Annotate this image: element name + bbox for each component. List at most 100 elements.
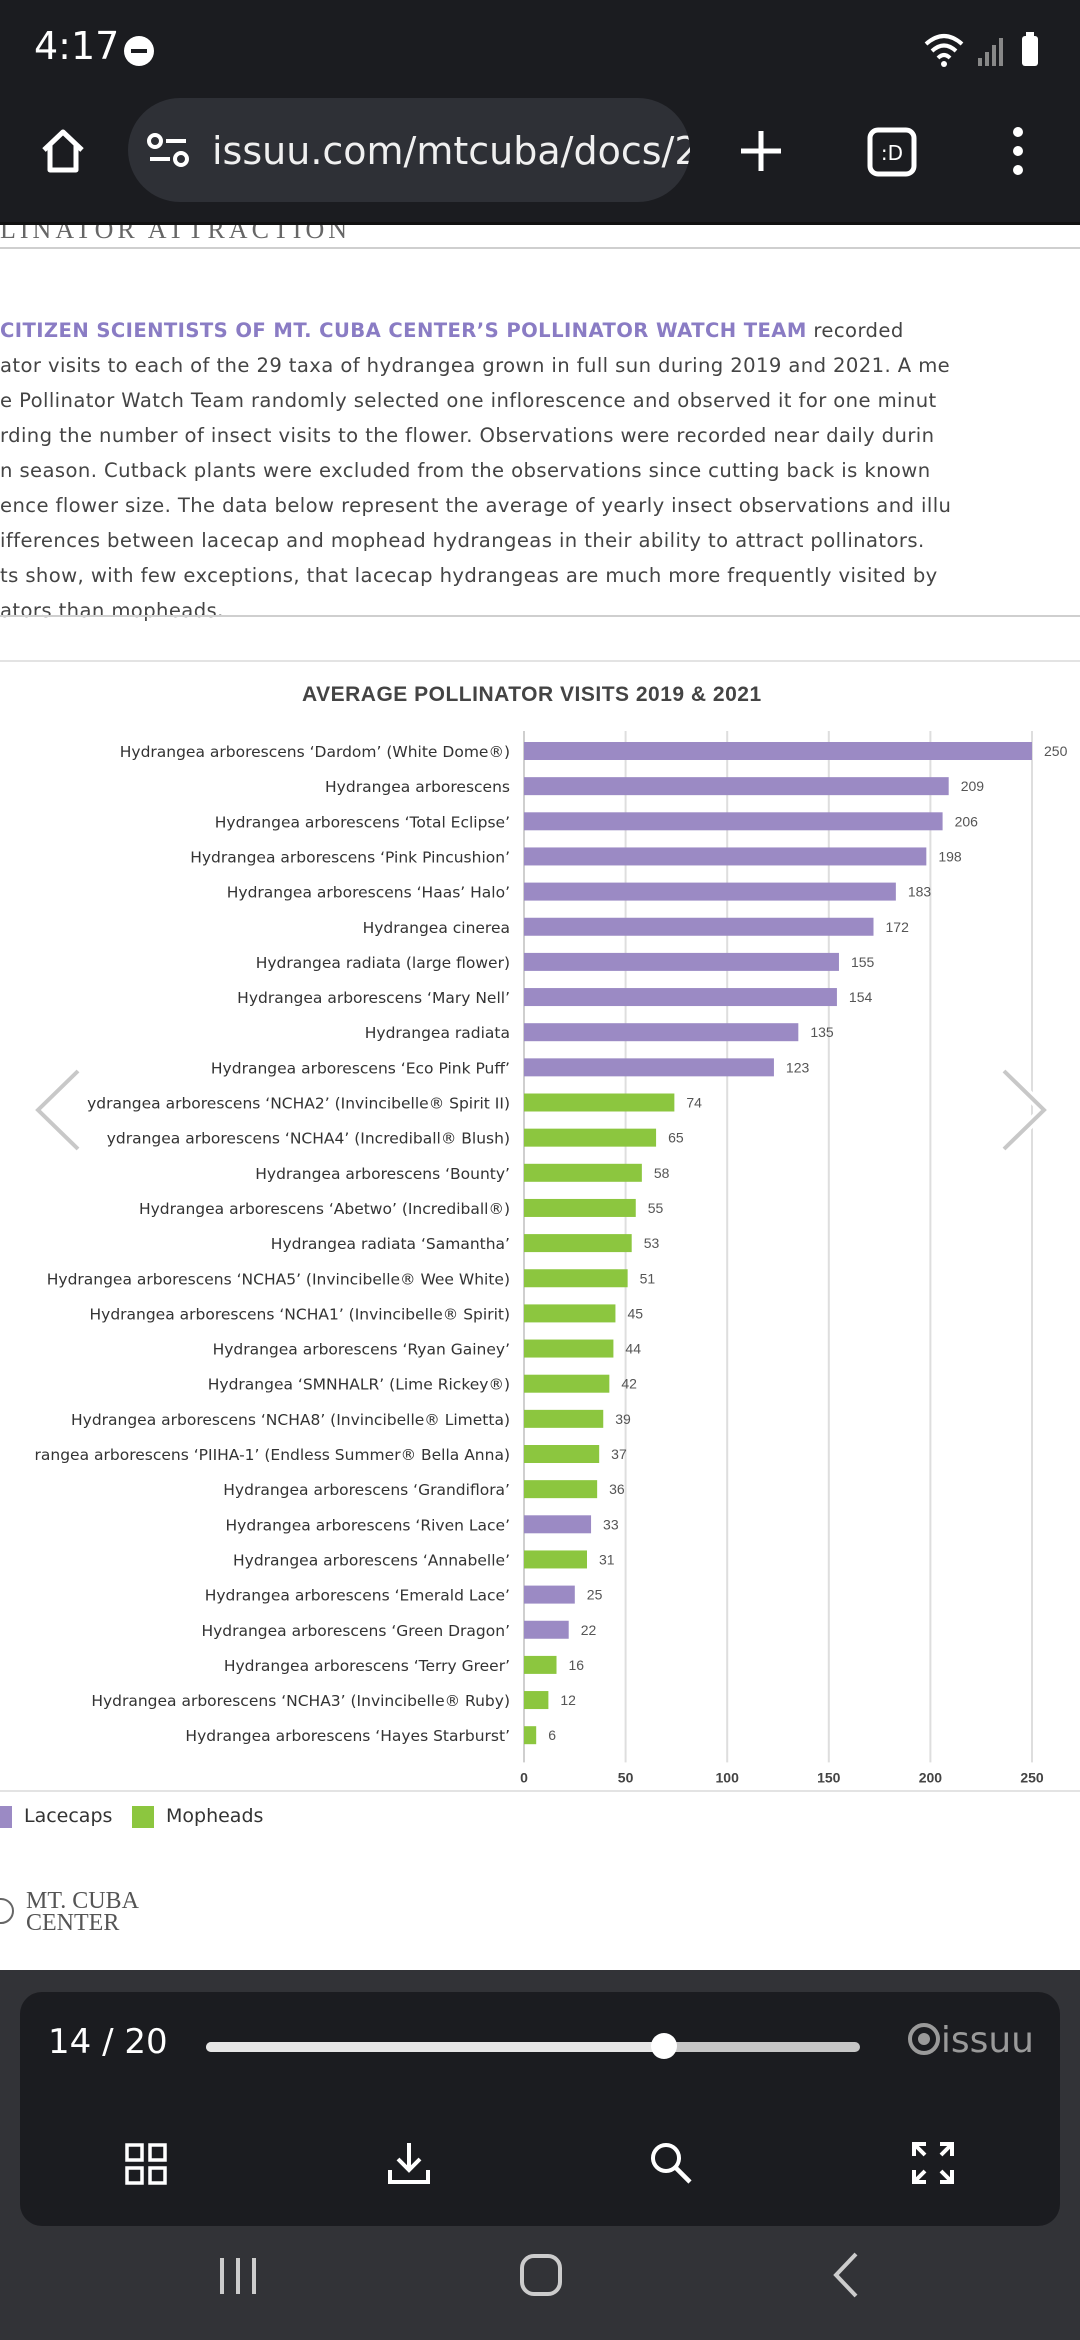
intro-lead: CITIZEN SCIENTISTS OF MT. CUBA CENTER’S …: [0, 319, 807, 342]
bar-value-label: 25: [587, 1587, 603, 1603]
download-icon: [388, 2143, 430, 2184]
issuu-logo-icon: [907, 2023, 940, 2055]
bar-category-label: rangea arborescens ‘PIIHA-1’ (Endless Su…: [35, 1446, 510, 1464]
intro-line-1-rest: recorded: [806, 319, 904, 342]
bar-value-label: 206: [955, 813, 979, 829]
issuu-wordmark: issuu: [940, 2020, 1034, 2061]
bar-category-label: Hydrangea arborescens ‘NCHA8’ (Invincibe…: [71, 1411, 510, 1429]
site-settings-icon[interactable]: [146, 132, 196, 172]
bar-category-label: Hydrangea arborescens ‘Haas’ Halo’: [227, 884, 510, 902]
tabs-icon: :D: [867, 127, 917, 177]
bar-value-label: 36: [609, 1481, 625, 1497]
bar-value-label: 51: [640, 1270, 656, 1286]
bar-value-label: 58: [654, 1165, 670, 1181]
download-button[interactable]: [386, 2140, 432, 2191]
search-icon: [651, 2143, 692, 2184]
bar: [524, 1023, 799, 1042]
status-time: 4:17: [34, 24, 120, 68]
intro-line: ifferences between lacecap and mophead h…: [0, 529, 925, 552]
legend-label: Mopheads: [166, 1805, 264, 1827]
intro-line: ator visits to each of the 29 taxa of hy…: [0, 354, 951, 377]
bar-chart: 0 50 100 150 200 250 Hydrangea arborescens ‘Da…: [35, 731, 1068, 1785]
search-button[interactable]: [648, 2140, 694, 2191]
bar: [524, 1550, 587, 1569]
divider: [0, 660, 1080, 662]
bar-category-label: Hydrangea arborescens ‘Riven Lace’: [226, 1516, 510, 1534]
logo-text-1: MT. CUBA: [26, 1888, 139, 1914]
new-tab-button[interactable]: [736, 126, 786, 181]
x-tick-label: 100: [716, 1769, 740, 1785]
bar: [524, 1128, 657, 1147]
logo-text-2: CENTER: [26, 1910, 120, 1936]
legend-swatch-mopheads: [132, 1805, 154, 1828]
plus-icon: [741, 131, 781, 171]
bar-value-label: 183: [908, 884, 932, 900]
home-button[interactable]: [38, 126, 88, 181]
home-icon: [42, 129, 84, 173]
bar-value-label: 6: [548, 1727, 556, 1743]
page-slider-thumb[interactable]: [650, 2033, 677, 2059]
bar-category-label: Hydrangea arborescens: [325, 778, 510, 796]
intro-paragraph: CITIZEN SCIENTISTS OF MT. CUBA CENTER’S …: [0, 313, 1080, 628]
bar-value-label: 42: [621, 1376, 637, 1392]
bar-category-label: Hydrangea arborescens ‘Annabelle’: [233, 1551, 510, 1569]
bar: [524, 1409, 604, 1428]
chevron-left-icon: [30, 1067, 82, 1153]
intro-line: e Pollinator Watch Team randomly selecte…: [0, 389, 937, 412]
x-tick-label: 0: [520, 1769, 528, 1785]
legend-mopheads: Mopheads: [132, 1805, 263, 1828]
fullscreen-button[interactable]: [910, 2140, 956, 2191]
viewer-panel: 14 / 20 issuu: [0, 1970, 1080, 2340]
more-vertical-icon: [1013, 127, 1023, 175]
bar-category-label: Hydrangea arborescens ‘Pink Pincushion’: [190, 848, 510, 866]
back-nav-icon[interactable]: [826, 2250, 866, 2300]
recent-apps-icon[interactable]: [216, 2254, 260, 2298]
android-nav-bar: [0, 2226, 1080, 2340]
legend-label: Lacecaps: [24, 1805, 113, 1827]
bar-category-label: Hydrangea arborescens ‘Grandiflora’: [223, 1481, 510, 1499]
bar: [524, 812, 943, 831]
bar: [524, 917, 874, 936]
bar-value-label: 209: [961, 778, 985, 794]
home-nav-icon[interactable]: [518, 2252, 564, 2298]
section-heading-clipped: LINATOR ATTRACTION: [0, 225, 352, 244]
bar-category-label: Hydrangea arborescens ‘Emerald Lace’: [205, 1587, 510, 1605]
bar-category-label: Hydrangea arborescens ‘NCHA5’ (Invincibe…: [47, 1270, 510, 1288]
bar-category-label: ydrangea arborescens ‘NCHA4’ (Incredibal…: [107, 1130, 510, 1148]
bar: [524, 1339, 614, 1358]
bar: [524, 1269, 628, 1288]
x-tick-label: 50: [618, 1769, 634, 1785]
bar: [524, 742, 1032, 760]
document-page: LINATOR ATTRACTION CITIZEN SCIENTISTS OF…: [0, 225, 1080, 1970]
bar: [524, 1445, 600, 1463]
page-slider[interactable]: [206, 2033, 860, 2059]
bar: [524, 1198, 636, 1217]
bar: [524, 952, 839, 971]
browser-menu-button[interactable]: [1000, 124, 1036, 183]
page-indicator: 14 / 20: [48, 2022, 168, 2062]
svg-text::D: :D: [881, 141, 903, 165]
bar: [524, 847, 927, 866]
bar-value-label: 65: [668, 1130, 684, 1146]
x-tick-label: 150: [817, 1769, 841, 1785]
bar-value-label: 44: [625, 1341, 641, 1357]
bar-value-label: 154: [849, 989, 873, 1005]
bar-category-label: Hydrangea arborescens ‘Total Eclipse’: [215, 813, 510, 831]
next-page-button[interactable]: [994, 1065, 1054, 1160]
chart-title: AVERAGE POLLINATOR VISITS 2019 & 2021: [302, 683, 762, 706]
pollinator-chart: AVERAGE POLLINATOR VISITS 2019 & 2021 0 5…: [0, 673, 1080, 1970]
pages-grid-button[interactable]: [124, 2142, 168, 2191]
issuu-logo: issuu: [907, 2020, 1034, 2061]
bar-value-label: 45: [627, 1305, 643, 1321]
bar-value-label: 53: [644, 1235, 660, 1251]
bar-category-label: Hydrangea arborescens ‘Eco Pink Puff’: [211, 1059, 510, 1077]
grid-icon: [125, 2143, 167, 2185]
wifi-signal-battery-icon: [924, 32, 1038, 67]
bar-value-label: 37: [611, 1446, 627, 1462]
tab-switcher-button[interactable]: :D: [866, 126, 918, 183]
bar-category-label: Hydrangea arborescens ‘NCHA3’ (Invincibe…: [91, 1692, 510, 1710]
previous-page-button[interactable]: [28, 1065, 88, 1160]
logo-mark-icon: [0, 1898, 14, 1924]
